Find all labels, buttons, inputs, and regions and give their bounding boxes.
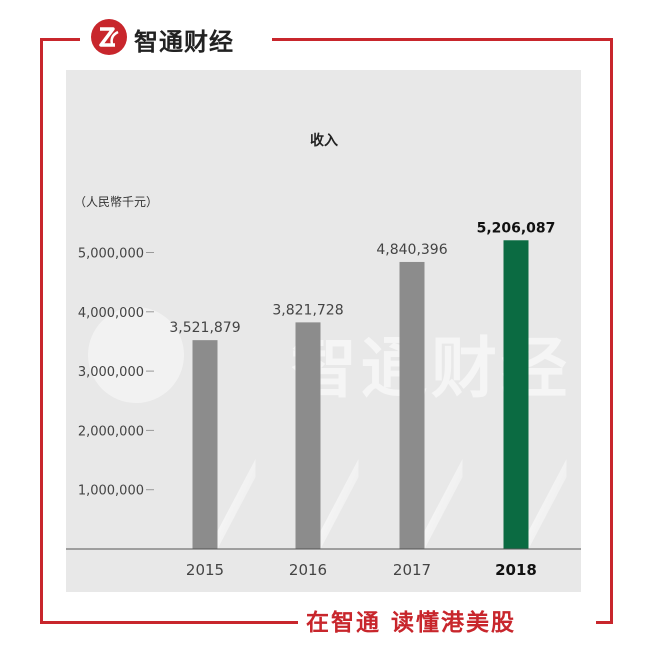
bar-2015 — [192, 340, 218, 549]
chart-title: 收入 — [310, 132, 338, 149]
slogan: 在智通 读懂港美股 — [300, 603, 523, 637]
unit-label: （人民幣千元） — [74, 195, 158, 209]
y-tick-label: 5,000,000 — [78, 247, 144, 262]
brand-name: 智通财经 — [134, 28, 234, 56]
x-tick-label: 2018 — [495, 561, 537, 579]
bar-2016 — [295, 322, 321, 549]
revenue-chart: 收入 （人民幣千元） 1,000,000 2,000,000 3,000,000 4,… — [66, 132, 581, 579]
bar-shadow — [424, 459, 463, 549]
bar-value-label: 4,840,396 — [376, 242, 447, 258]
frame-left — [40, 38, 43, 624]
bar-value-label: 5,206,087 — [477, 220, 556, 236]
bar-2017 — [399, 261, 425, 549]
x-tick-label: 2016 — [289, 561, 327, 579]
y-tick-label: 4,000,000 — [78, 306, 144, 321]
frame-bottom-left — [40, 621, 298, 624]
bar-value-label: 3,821,728 — [272, 302, 343, 318]
watermark-logo-icon — [88, 307, 184, 403]
y-tick-label: 1,000,000 — [78, 484, 144, 499]
bar-shadow — [528, 459, 567, 549]
chart-panel: 智通财经 收入 （人民幣千元） 1,000,000 2,000,000 3,000,… — [66, 70, 581, 592]
frame-right — [610, 38, 613, 624]
y-tick-label: 2,000,000 — [78, 424, 144, 439]
bar-value-label: 3,521,879 — [169, 320, 240, 336]
x-tick-label: 2015 — [186, 561, 224, 579]
frame-top-left — [40, 38, 80, 41]
zhitong-logo-icon — [91, 19, 127, 55]
y-tick-label: 3,000,000 — [78, 365, 144, 380]
bar-2018 — [503, 240, 529, 549]
bar-shadow — [217, 459, 256, 549]
frame-top-right — [272, 38, 613, 41]
bar-shadow — [320, 459, 359, 549]
frame-bottom-right — [596, 621, 613, 624]
x-tick-label: 2017 — [393, 561, 431, 579]
